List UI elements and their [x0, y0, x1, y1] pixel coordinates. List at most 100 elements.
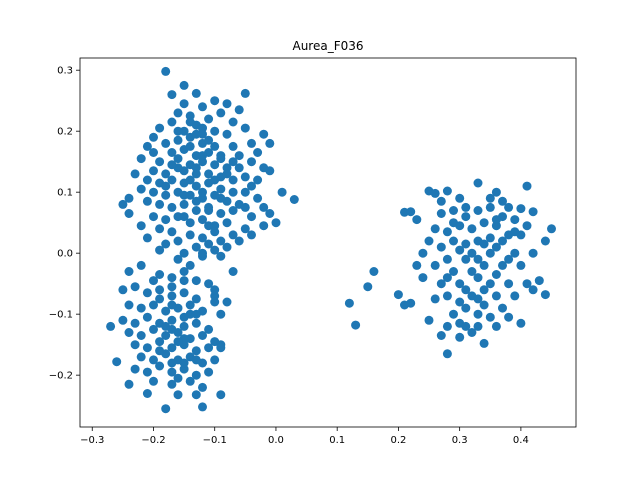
scatter-point [461, 239, 471, 249]
scatter-point [185, 230, 195, 240]
scatter-point [191, 151, 201, 161]
scatter-point [204, 114, 214, 124]
scatter-point [240, 224, 250, 234]
scatter-point [161, 215, 171, 225]
scatter-point [455, 193, 465, 203]
scatter-point [149, 212, 158, 222]
scatter-point [247, 212, 256, 222]
scatter-point [216, 184, 226, 194]
scatter-point [124, 379, 134, 389]
x-tick-label: 0.4 [513, 435, 529, 446]
x-axis: −0.3 −0.2 −0.1 0.0 0.1 0.2 0.3 0.4 [80, 427, 529, 446]
scatter-point [161, 321, 171, 331]
scatter-point [271, 218, 281, 228]
scatter-point [522, 279, 532, 289]
scatter-point [167, 160, 177, 170]
scatter-point [155, 361, 165, 371]
scatter-point [191, 206, 201, 215]
scatter-point [173, 254, 183, 264]
scatter-point [216, 236, 226, 246]
scatter-point [510, 248, 520, 258]
scatter-point [210, 355, 220, 365]
scatter-point [149, 166, 158, 176]
scatter-point [204, 221, 214, 231]
scatter-point [528, 207, 538, 217]
scatter-point [185, 218, 195, 228]
scatter-point [136, 221, 146, 231]
scatter-point [155, 157, 165, 167]
scatter-point [198, 102, 207, 112]
scatter-point [130, 318, 140, 328]
scatter-point [228, 175, 238, 185]
scatter-point [344, 298, 354, 308]
scatter-point [130, 169, 140, 179]
scatter-point [161, 190, 171, 200]
scatter-point [228, 187, 238, 197]
scatter-point [259, 129, 269, 139]
scatter-point [161, 181, 171, 191]
scatter-point [461, 321, 471, 331]
y-tick-label: 0.1 [57, 188, 73, 199]
scatter-point [191, 346, 201, 356]
scatter-point [173, 373, 183, 383]
scatter-point [124, 267, 134, 276]
scatter-point [491, 242, 501, 252]
scatter-point [130, 340, 140, 350]
scatter-point [142, 141, 152, 151]
scatter-point [442, 273, 452, 283]
x-tick-label: 0.3 [452, 435, 468, 446]
scatter-point [204, 367, 214, 377]
scatter-point [204, 169, 214, 179]
scatter-point [442, 321, 452, 331]
scatter-point [540, 236, 550, 246]
scatter-point [216, 209, 226, 218]
x-tick-label: 0.0 [268, 435, 284, 446]
scatter-point [191, 242, 201, 252]
scatter-point [167, 90, 177, 100]
scatter-point [393, 290, 403, 300]
scatter-point [204, 135, 214, 145]
scatter-point [149, 324, 158, 334]
scatter-point [522, 181, 532, 191]
scatter-point [473, 273, 483, 283]
scatter-point [461, 254, 471, 264]
scatter-point [265, 166, 275, 176]
scatter-point [142, 196, 152, 206]
scatter-point [289, 195, 299, 204]
scatter-point [149, 300, 158, 310]
scatter-point [240, 187, 250, 197]
x-tick-label: 0.1 [329, 435, 345, 446]
scatter-point [498, 196, 507, 206]
scatter-point [198, 187, 207, 197]
scatter-point [485, 193, 495, 203]
scatter-point [412, 215, 422, 225]
scatter-point [467, 248, 477, 258]
scatter-point [473, 206, 483, 215]
scatter-point [510, 291, 520, 301]
scatter-point [155, 270, 165, 279]
scatter-point [179, 190, 189, 200]
scatter-point [155, 224, 165, 234]
scatter-point [442, 186, 452, 196]
scatter-point [253, 148, 263, 157]
scatter-point [210, 160, 220, 170]
scatter-point [149, 132, 158, 142]
scatter-point [455, 297, 465, 307]
scatter-point [479, 239, 489, 249]
scatter-point [259, 221, 269, 231]
scatter-point [504, 202, 514, 212]
scatter-point [234, 163, 244, 173]
scatter-point [167, 202, 177, 212]
y-tick-label: −0.2 [49, 371, 73, 382]
scatter-point [167, 175, 177, 185]
scatter-point [528, 248, 538, 258]
scatter-point [247, 138, 256, 148]
scatter-point [124, 209, 134, 218]
scatter-point [167, 315, 177, 325]
scatter-point [216, 343, 226, 353]
plot-frame [79, 57, 577, 428]
scatter-point [247, 157, 256, 167]
scatter-point [198, 233, 207, 243]
